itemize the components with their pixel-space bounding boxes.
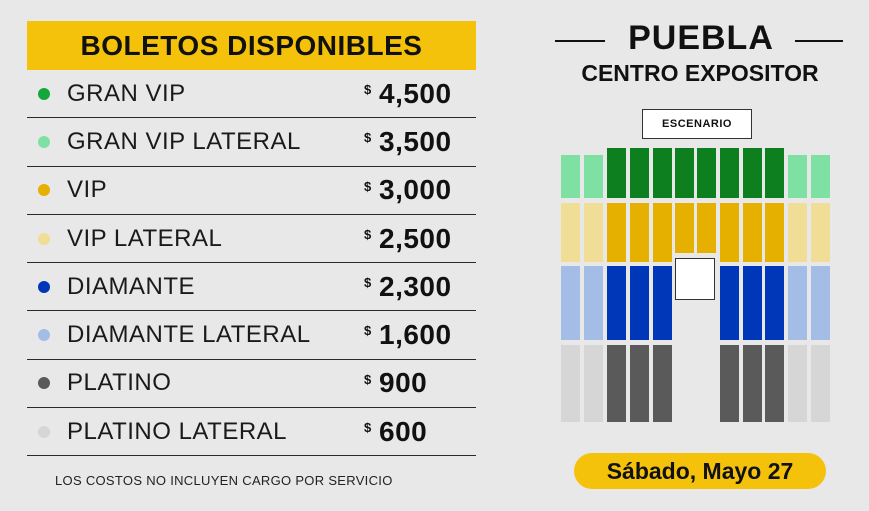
currency-symbol: $ — [364, 275, 372, 291]
ticket-name: VIP LATERAL — [67, 224, 223, 252]
ticket-price: 1,600 — [379, 319, 452, 351]
ticket-name: GRAN VIP — [67, 79, 186, 107]
seat-block-vip — [630, 203, 649, 262]
ticket-row-vip: VIP $ 3,000 — [27, 167, 476, 215]
seat-block-diamante-lateral — [811, 266, 830, 340]
service-fee-note: LOS COSTOS NO INCLUYEN CARGO POR SERVICI… — [55, 473, 393, 488]
zone-color-dot — [38, 232, 50, 245]
seat-block-platino-lateral — [811, 345, 830, 422]
seat-block-diamante-lateral — [584, 266, 603, 340]
ticket-name: DIAMANTE LATERAL — [67, 321, 311, 349]
seat-block-gran-vip — [697, 148, 716, 198]
seat-block-gran-vip — [743, 148, 762, 198]
zone-color-dot — [38, 135, 50, 148]
ticket-price: 600 — [379, 415, 428, 447]
venue-name: CENTRO EXPOSITOR — [581, 60, 819, 86]
ticket-row-vip-lateral: VIP LATERAL $ 2,500 — [27, 215, 476, 264]
ticket-price: 4,500 — [379, 77, 452, 109]
page-title: BOLETOS DISPONIBLES — [27, 21, 476, 70]
seat-block-diamante — [630, 266, 649, 340]
seat-block-vip-lateral — [788, 203, 807, 262]
currency-symbol: $ — [364, 323, 372, 339]
seat-block-vip — [675, 203, 694, 253]
zone-color-dot — [38, 425, 50, 438]
ticket-price: 2,500 — [379, 222, 452, 254]
stage: ESCENARIO — [642, 109, 752, 139]
event-date: Sábado, Mayo 27 — [574, 453, 826, 489]
zone-color-dot — [38, 184, 50, 197]
seat-block-gran-vip — [675, 148, 694, 198]
seat-block-gran-vip — [653, 148, 672, 198]
ticket-price: 900 — [379, 367, 428, 399]
ticket-row-gran-vip: GRAN VIP $ 4,500 — [27, 70, 476, 119]
currency-symbol: $ — [364, 178, 372, 194]
seat-block-platino-lateral — [561, 345, 580, 422]
currency-symbol: $ — [364, 371, 372, 387]
ticket-row-diamante-lateral: DIAMANTE LATERAL $ 1,600 — [27, 311, 476, 360]
seat-block-platino-lateral — [788, 345, 807, 422]
price-panel: BOLETOS DISPONIBLES GRAN VIP $ 4,500 GRA… — [27, 21, 476, 457]
ticket-row-platino: PLATINO $ 900 — [27, 360, 476, 409]
seat-block-gran-vip-lateral — [584, 155, 603, 198]
ticket-name: PLATINO — [67, 369, 172, 397]
seat-block-vip-lateral — [561, 203, 580, 262]
seat-block-vip — [607, 203, 626, 262]
zone-color-dot — [38, 87, 50, 100]
ticket-name: VIP — [67, 176, 108, 204]
ticket-price: 2,300 — [379, 270, 452, 302]
seat-block-platino — [765, 345, 784, 422]
ticket-row-platino-lateral: PLATINO LATERAL $ 600 — [27, 408, 476, 457]
currency-symbol: $ — [364, 420, 372, 436]
seat-block-platino — [743, 345, 762, 422]
title-rule-left — [555, 40, 605, 42]
seat-block-diamante-lateral — [561, 266, 580, 340]
seat-block-gran-vip-lateral — [811, 155, 830, 198]
seat-block-vip — [697, 203, 716, 253]
seat-block-vip — [743, 203, 762, 262]
seat-block-diamante — [720, 266, 739, 340]
city-name: PUEBLA — [628, 19, 774, 57]
zone-color-dot — [38, 329, 50, 342]
seat-block-platino — [720, 345, 739, 422]
seat-block-diamante — [765, 266, 784, 340]
title-rule-right — [795, 40, 843, 42]
ticket-price: 3,500 — [379, 125, 452, 157]
seat-block-vip-lateral — [811, 203, 830, 262]
seat-block-platino-lateral — [584, 345, 603, 422]
seat-block-diamante — [607, 266, 626, 340]
seat-block-diamante — [653, 266, 672, 340]
ticket-list: GRAN VIP $ 4,500 GRAN VIP LATERAL $ 3,50… — [27, 70, 476, 457]
seat-block-gran-vip-lateral — [561, 155, 580, 198]
zone-color-dot — [38, 377, 50, 390]
seat-block-diamante — [743, 266, 762, 340]
ticket-name: DIAMANTE — [67, 272, 196, 300]
seat-block-gran-vip-lateral — [788, 155, 807, 198]
seat-block-vip — [765, 203, 784, 262]
currency-symbol: $ — [364, 226, 372, 242]
seat-block-vip — [720, 203, 739, 262]
seat-block-gran-vip — [630, 148, 649, 198]
seat-block-vip — [653, 203, 672, 262]
ticket-name: PLATINO LATERAL — [67, 417, 288, 445]
seat-block-gran-vip — [765, 148, 784, 198]
seat-block-gran-vip — [607, 148, 626, 198]
zone-color-dot — [38, 280, 50, 293]
seat-block-gran-vip — [720, 148, 739, 198]
seat-block-diamante-lateral — [788, 266, 807, 340]
center-platform — [675, 258, 715, 300]
currency-symbol: $ — [364, 130, 372, 146]
ticket-row-diamante: DIAMANTE $ 2,300 — [27, 263, 476, 312]
ticket-row-gran-vip-lateral: GRAN VIP LATERAL $ 3,500 — [27, 118, 476, 167]
ticket-name: GRAN VIP LATERAL — [67, 127, 301, 155]
seat-block-platino — [630, 345, 649, 422]
seat-block-platino — [607, 345, 626, 422]
currency-symbol: $ — [364, 82, 372, 97]
ticket-price: 3,000 — [379, 174, 452, 206]
seat-block-vip-lateral — [584, 203, 603, 262]
seat-block-platino — [653, 345, 672, 422]
